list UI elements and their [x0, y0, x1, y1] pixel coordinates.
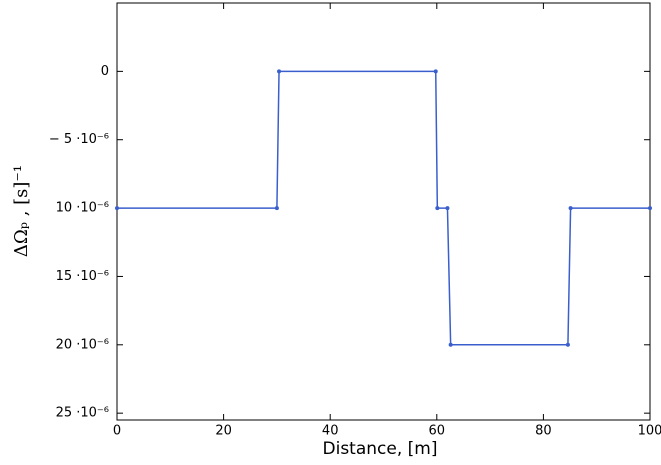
data-point — [648, 206, 652, 211]
x-tick-label: 40 — [322, 424, 339, 439]
data-point — [565, 342, 570, 347]
data-point — [445, 206, 450, 211]
x-tick-label: 100 — [638, 424, 661, 439]
data-point — [448, 342, 453, 347]
y-tick-label: 25 ·10⁻⁶ — [56, 406, 109, 421]
data-point — [433, 69, 438, 74]
x-tick-label: 20 — [215, 424, 232, 439]
plot-frame — [116, 2, 651, 421]
data-point — [115, 206, 119, 211]
data-point — [277, 69, 282, 74]
y-tick-label: 0 — [101, 64, 109, 79]
x-axis-label: Distance, [m] — [323, 439, 438, 459]
y-tick-label: 20 ·10⁻⁶ — [56, 337, 109, 352]
data-line — [117, 70, 650, 346]
y-tick-label: 10 ·10⁻⁶ — [56, 201, 109, 216]
data-point — [274, 206, 279, 211]
y-tick-label: 15 ·10⁻⁶ — [56, 269, 109, 284]
x-tick-label: 80 — [535, 424, 552, 439]
y-tick-label: − 5 ·10⁻⁶ — [49, 132, 109, 147]
x-tick-label: 60 — [429, 424, 446, 439]
x-tick-label: 0 — [113, 424, 121, 439]
data-point — [435, 206, 440, 211]
data-point — [568, 206, 573, 211]
y-axis-label: ΔΩₚ , [s]⁻¹ — [11, 165, 32, 257]
